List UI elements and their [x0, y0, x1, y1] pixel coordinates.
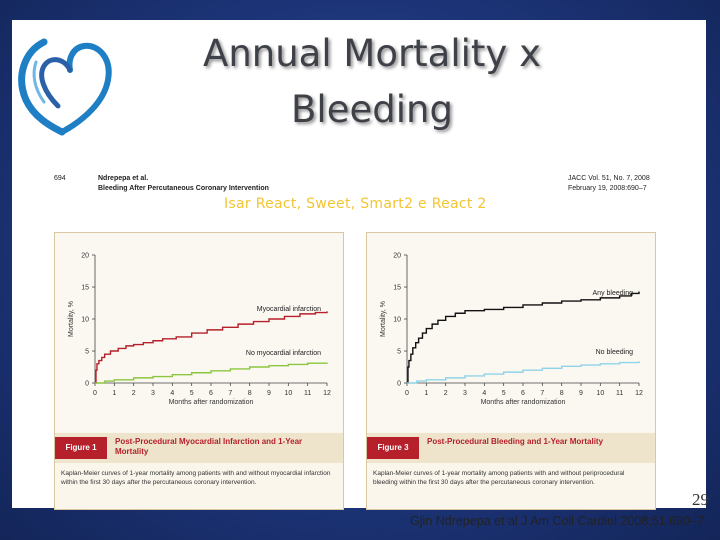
figure-1-x-tick-label: 8 — [248, 390, 252, 397]
slide-canvas: Annual Mortality x Bleeding 694 Ndrepepa… — [12, 20, 709, 528]
figure-1-series-label-myocardial-infarction: Myocardial infarction — [257, 306, 321, 313]
figure-3-caption-title: Post-Procedural Bleeding and 1-Year Mort… — [427, 437, 604, 446]
figure-3-series-no-bleeding — [407, 361, 640, 384]
journal-running-title: Bleeding After Percutaneous Coronary Int… — [98, 184, 269, 193]
figure-1-series-no-myocardial-infarction — [95, 362, 328, 384]
figure-1-x-tick-label: 10 — [284, 390, 292, 397]
figure-3-x-tick-label: 4 — [482, 390, 486, 397]
figure-1-y-axis-label: Mortality, % — [68, 301, 75, 337]
figure-1-x-tick-label: 1 — [112, 390, 116, 397]
figure-1-plot-area — [55, 233, 343, 431]
figure-1-x-tick-label: 9 — [267, 390, 271, 397]
figure-3-x-tick-label: 6 — [521, 390, 525, 397]
journal-authors: Ndrepepa et al. — [98, 174, 148, 183]
figure-1-x-tick-label: 5 — [190, 390, 194, 397]
journal-page-number: 694 — [54, 175, 66, 182]
figure-1-caption-title: Post-Procedural Myocardial Infarction an… — [115, 437, 303, 456]
figure-3-x-tick-label: 7 — [540, 390, 544, 397]
citation-text: Gjin Ndrepepa et al J Am Coll Cardiol 20… — [410, 514, 704, 528]
figure-3-y-axis-label: Mortality, % — [380, 301, 387, 337]
figure-1-series-label-no-myocardial-infarction: No myocardial infarction — [246, 350, 321, 357]
figure-1-series-myocardial-infarction — [95, 311, 328, 384]
figure-3-y-tick-label: 0 — [397, 381, 401, 388]
figure-1-y-tick-label: 0 — [85, 381, 89, 388]
figure-1-x-tick-label: 6 — [209, 390, 213, 397]
slide-page-number: 29 — [692, 490, 709, 509]
figure-3-x-tick-label: 12 — [635, 390, 643, 397]
figure-3-x-tick-label: 3 — [463, 390, 467, 397]
figure-3-series-label-no-bleeding: No bleeding — [596, 349, 633, 356]
figure-3-x-tick-label: 5 — [502, 390, 506, 397]
figure-1-x-tick-label: 11 — [304, 390, 311, 397]
figure-1-x-tick-label: 3 — [151, 390, 155, 397]
figure-3-badge: Figure 3 — [367, 437, 419, 459]
figure-3-caption-bar: Figure 3 Post-Procedural Bleeding and 1-… — [367, 433, 655, 463]
figure-3-caption-text: Kaplan-Meier curves of 1-year mortality … — [373, 470, 625, 486]
figure-3-series-label-any-bleeding: Any bleeding — [593, 290, 634, 297]
heart-logo-icon — [18, 38, 112, 136]
figure-3-x-tick-label: 1 — [424, 390, 428, 397]
figure-3-y-tick-label: 5 — [397, 349, 401, 356]
figure-3-x-tick-label: 10 — [596, 390, 604, 397]
figure-1-x-tick-label: 0 — [93, 390, 97, 397]
figure-1-x-axis-label: Months after randomization — [169, 399, 254, 406]
slide-title: Annual Mortality x Bleeding — [203, 32, 541, 131]
figure-1-panel: 0 5 10 15 20 0 1 2 3 4 5 6 7 8 9 10 11 12 Months after ran… — [54, 232, 344, 510]
figure-3-y-tick-label: 15 — [393, 285, 401, 292]
journal-date-pages: February 19, 2008:690–7 — [568, 185, 647, 192]
figure-1-caption-text: Kaplan-Meier curves of 1-year mortality … — [61, 470, 331, 486]
figure-3-x-tick-label: 11 — [616, 390, 623, 397]
figure-3-panel: 0 5 10 15 20 0 1 2 3 4 5 6 7 8 9 10 11 12 Months after ran… — [366, 232, 656, 510]
figure-3-x-tick-label: 8 — [560, 390, 564, 397]
figure-3-series-any-bleeding — [407, 291, 640, 384]
figure-1-badge: Figure 1 — [55, 437, 107, 459]
figure-3-y-tick-label: 10 — [393, 317, 401, 324]
journal-authors-text: Ndrepepa et al. — [98, 175, 149, 182]
figure-3-x-tick-label: 0 — [405, 390, 409, 397]
figure-1-caption-bar: Figure 1 Post-Procedural Myocardial Infa… — [55, 433, 343, 463]
journal-volume: JACC Vol. 51, No. 7, 2008 — [568, 175, 650, 182]
figure-1-x-tick-label: 4 — [170, 390, 174, 397]
figure-1-y-tick-label: 20 — [81, 253, 89, 260]
figure-3-x-axis-label: Months after randomization — [481, 399, 566, 406]
figure-1-x-tick-label: 12 — [323, 390, 331, 397]
figure-1-x-tick-label: 2 — [132, 390, 136, 397]
figure-3-y-tick-label: 20 — [393, 253, 401, 260]
figure-1-y-tick-label: 10 — [81, 317, 89, 324]
figure-1-y-tick-label: 15 — [81, 285, 89, 292]
figure-3-x-tick-label: 9 — [579, 390, 583, 397]
figure-1-y-tick-label: 5 — [85, 349, 89, 356]
figure-1-x-tick-label: 7 — [228, 390, 232, 397]
trials-subtitle: Isar React, Sweet, Smart2 e React 2 — [224, 196, 487, 212]
figure-3-plot-area — [367, 233, 655, 431]
journal-running-title-text: Bleeding After Percutaneous Coronary Int… — [98, 185, 269, 192]
figure-3-x-tick-label: 2 — [444, 390, 448, 397]
